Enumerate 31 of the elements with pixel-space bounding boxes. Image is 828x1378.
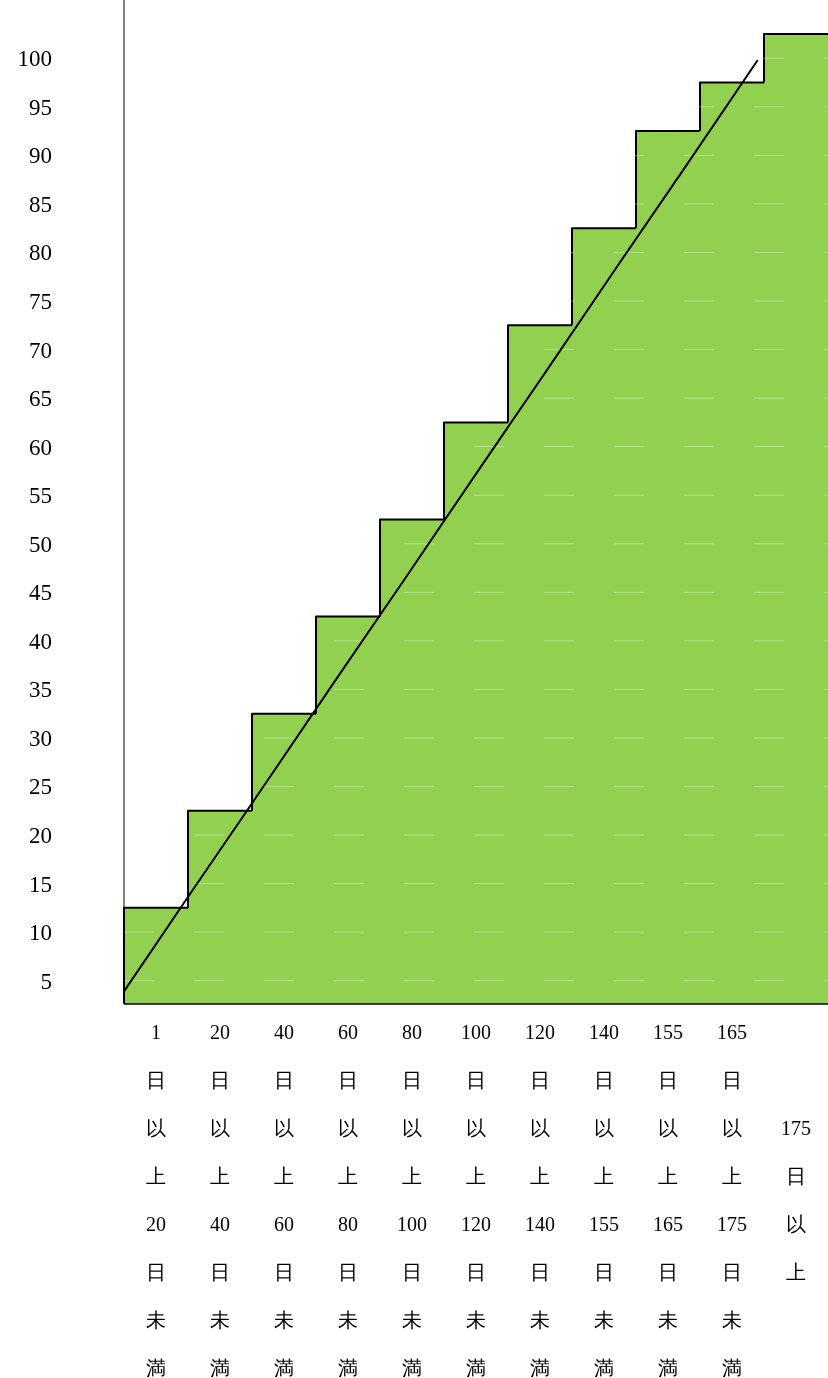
xtick-label: 165日以上175日未満 — [717, 1021, 747, 1378]
y-tick-label: 45 — [29, 580, 52, 606]
y-tick-label: 35 — [29, 677, 52, 703]
y-tick-label: 80 — [29, 240, 52, 266]
xtick-label: 155日以上165日未満 — [653, 1021, 683, 1378]
y-tick-label: 85 — [29, 191, 52, 217]
y-tick-label: 10 — [29, 920, 52, 946]
y-tick-label: 55 — [29, 483, 52, 509]
y-tick-label: 50 — [29, 531, 52, 557]
xtick-label: 1日以上20日未満 — [146, 1021, 166, 1378]
y-tick-label: 15 — [29, 871, 52, 897]
y-tick-label: 40 — [29, 628, 52, 654]
xtick-label: 20日以上40日未満 — [210, 1021, 230, 1378]
y-tick-label: 30 — [29, 725, 52, 751]
y-tick-label: 5 — [40, 968, 52, 994]
y-tick-label: 65 — [29, 386, 52, 412]
xtick-label: 60日以上80日未満 — [338, 1021, 358, 1378]
y-tick-label: 95 — [29, 94, 52, 120]
y-tick-label: 20 — [29, 823, 52, 849]
y-tick-label: 90 — [29, 143, 52, 169]
y-tick-label: 70 — [29, 337, 52, 363]
y-tick-label: 100 — [17, 46, 52, 72]
y-tick-label: 75 — [29, 289, 52, 315]
xtick-label: 80日以上100日未満 — [397, 1021, 427, 1378]
xtick-label: 100日以上120日未満 — [461, 1021, 491, 1378]
xtick-label: 140日以上155日未満 — [589, 1021, 619, 1378]
y-tick-label: 60 — [29, 434, 52, 460]
xtick-label: 40日以上60日未満 — [274, 1021, 294, 1378]
xtick-label: 120日以上140日未満 — [525, 1021, 555, 1378]
xtick-label: 175日以上 — [781, 1117, 811, 1283]
y-tick-label: 25 — [29, 774, 52, 800]
